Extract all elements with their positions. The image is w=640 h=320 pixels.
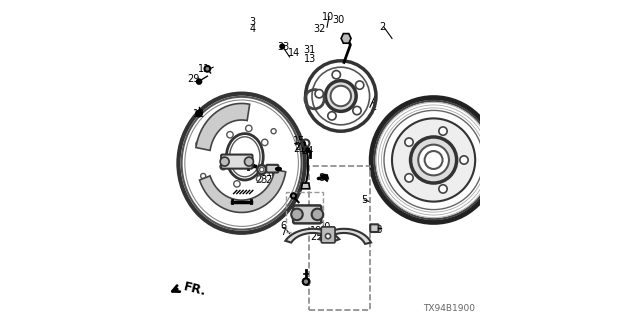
Polygon shape bbox=[341, 34, 351, 43]
Circle shape bbox=[405, 174, 413, 182]
Text: 17: 17 bbox=[255, 168, 268, 179]
Circle shape bbox=[353, 107, 361, 115]
Circle shape bbox=[355, 81, 364, 89]
Polygon shape bbox=[301, 183, 310, 189]
Circle shape bbox=[291, 193, 296, 198]
Circle shape bbox=[315, 90, 323, 98]
Circle shape bbox=[244, 157, 253, 166]
Text: 33: 33 bbox=[277, 42, 289, 52]
Circle shape bbox=[196, 111, 202, 116]
Circle shape bbox=[460, 156, 468, 164]
Circle shape bbox=[328, 112, 336, 120]
Circle shape bbox=[330, 86, 351, 106]
Text: 22: 22 bbox=[266, 175, 278, 185]
Text: 5: 5 bbox=[362, 195, 368, 205]
Text: 13: 13 bbox=[303, 54, 316, 64]
Text: 24: 24 bbox=[301, 146, 314, 156]
Polygon shape bbox=[319, 229, 371, 244]
Text: 32: 32 bbox=[313, 24, 326, 35]
Text: 8: 8 bbox=[319, 172, 324, 183]
Circle shape bbox=[439, 127, 447, 135]
Circle shape bbox=[326, 234, 331, 239]
Polygon shape bbox=[285, 229, 339, 243]
FancyBboxPatch shape bbox=[221, 155, 253, 169]
Text: 21: 21 bbox=[293, 144, 305, 154]
Text: TX94B1900: TX94B1900 bbox=[423, 304, 475, 313]
Circle shape bbox=[205, 66, 210, 72]
Circle shape bbox=[439, 185, 447, 193]
Text: 11: 11 bbox=[198, 64, 211, 74]
Text: 31: 31 bbox=[303, 44, 316, 55]
Ellipse shape bbox=[227, 134, 263, 180]
Text: 6: 6 bbox=[280, 220, 286, 231]
Text: 10: 10 bbox=[322, 12, 334, 22]
Circle shape bbox=[405, 138, 413, 146]
FancyBboxPatch shape bbox=[370, 224, 379, 232]
Circle shape bbox=[419, 145, 449, 175]
Text: 25: 25 bbox=[310, 232, 323, 243]
Text: FR.: FR. bbox=[182, 281, 207, 299]
FancyBboxPatch shape bbox=[266, 165, 278, 172]
Circle shape bbox=[220, 157, 229, 166]
Text: 2: 2 bbox=[380, 22, 385, 32]
Circle shape bbox=[291, 209, 303, 220]
FancyBboxPatch shape bbox=[293, 205, 321, 223]
Text: 20: 20 bbox=[319, 221, 331, 232]
Circle shape bbox=[306, 148, 310, 152]
Circle shape bbox=[312, 209, 323, 220]
Circle shape bbox=[280, 44, 284, 48]
Text: 26: 26 bbox=[319, 228, 331, 238]
Text: 7: 7 bbox=[280, 227, 286, 237]
Circle shape bbox=[257, 165, 266, 174]
Text: 29: 29 bbox=[188, 74, 200, 84]
Circle shape bbox=[325, 81, 356, 111]
Circle shape bbox=[392, 118, 476, 202]
Text: 4: 4 bbox=[250, 24, 256, 35]
Text: 3: 3 bbox=[250, 17, 256, 27]
Text: 18: 18 bbox=[245, 164, 257, 174]
Text: 30: 30 bbox=[332, 15, 345, 25]
Text: 19: 19 bbox=[310, 226, 323, 236]
Text: 28: 28 bbox=[370, 225, 382, 235]
Text: 16: 16 bbox=[266, 168, 278, 179]
Polygon shape bbox=[200, 170, 285, 212]
Circle shape bbox=[303, 278, 309, 285]
Text: 23: 23 bbox=[255, 175, 268, 185]
FancyBboxPatch shape bbox=[321, 227, 335, 243]
Text: 15: 15 bbox=[293, 136, 305, 146]
Polygon shape bbox=[196, 103, 250, 150]
Circle shape bbox=[332, 70, 340, 79]
Text: 14: 14 bbox=[287, 48, 300, 58]
Text: 12: 12 bbox=[193, 108, 205, 119]
Text: 27: 27 bbox=[294, 141, 307, 152]
Text: 1: 1 bbox=[371, 102, 377, 112]
Text: 9: 9 bbox=[304, 278, 310, 288]
Circle shape bbox=[197, 79, 201, 84]
Circle shape bbox=[411, 137, 457, 183]
